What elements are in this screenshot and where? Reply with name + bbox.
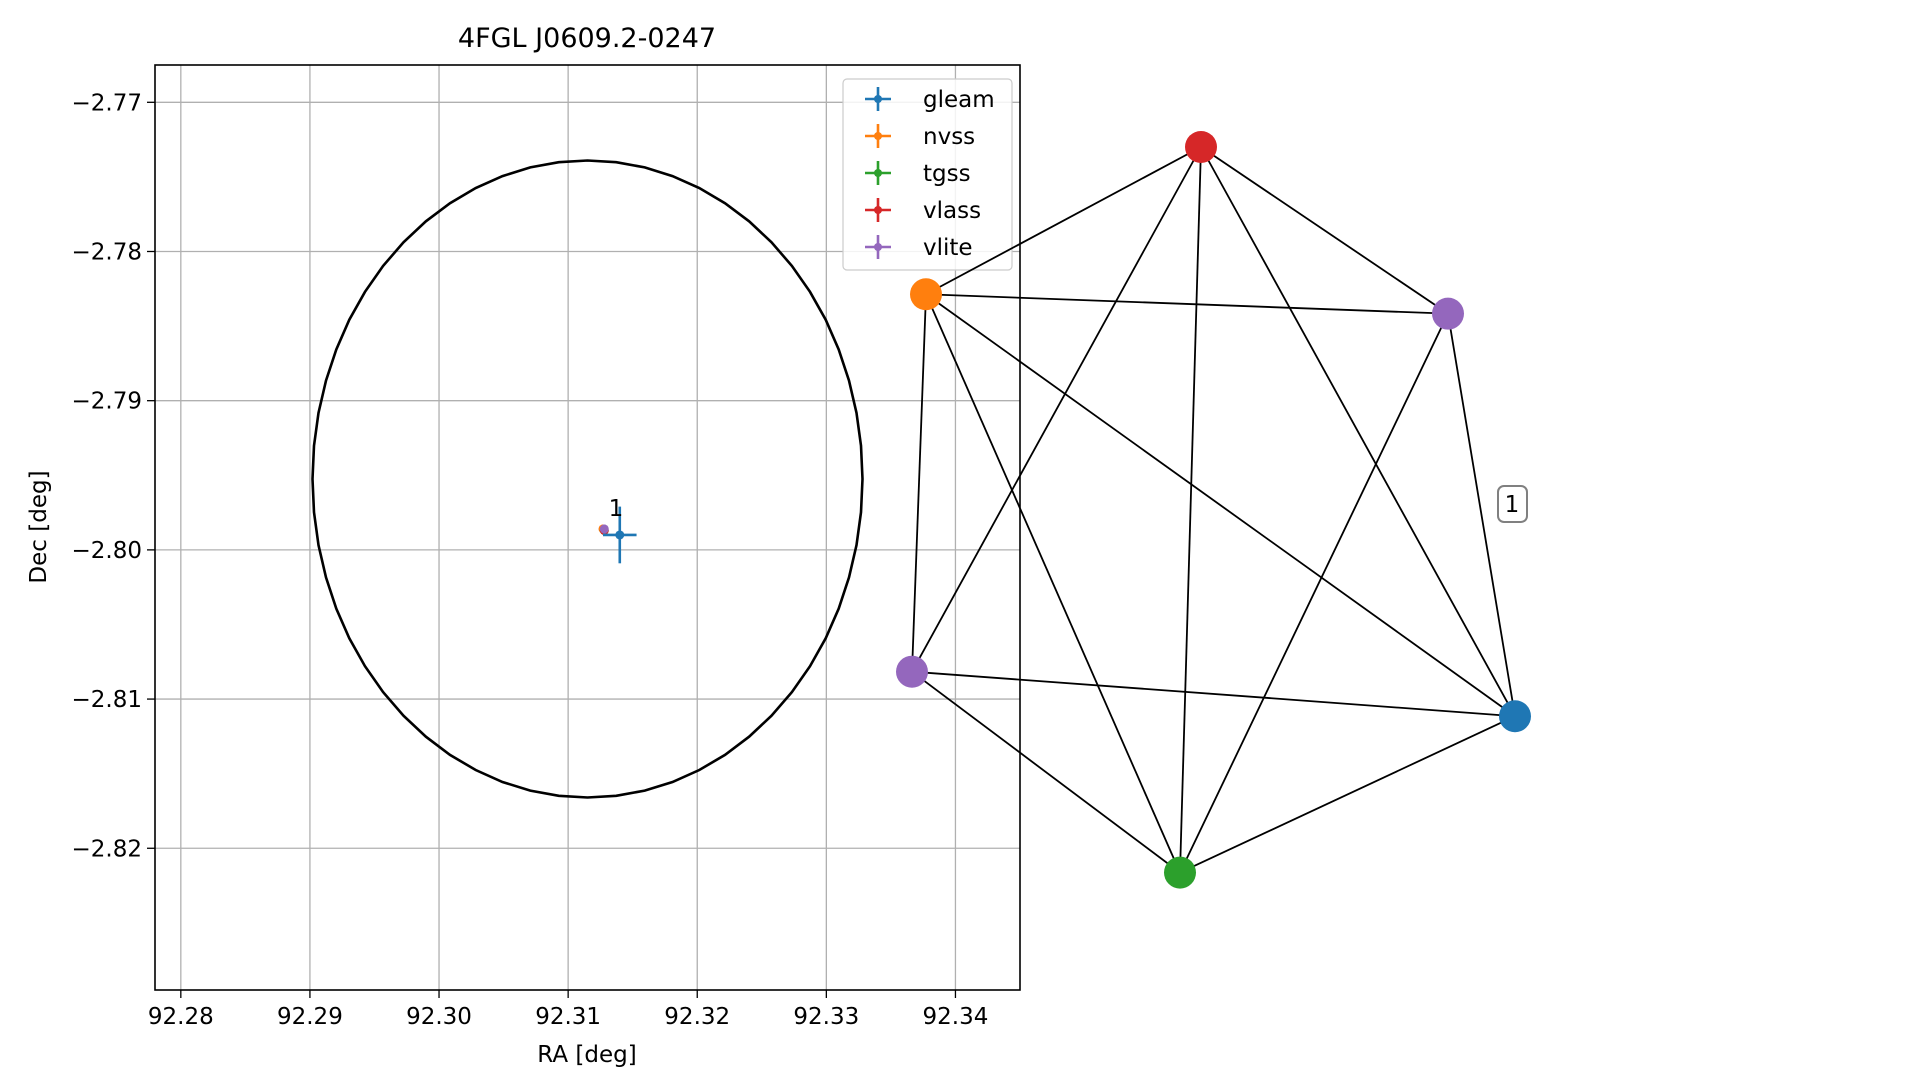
edge-layer <box>911 146 1516 874</box>
network-label-text: 1 <box>1505 492 1520 518</box>
y-tick-label: −2.80 <box>72 538 142 564</box>
network-edge <box>1200 146 1516 717</box>
legend-label: vlass <box>923 198 981 224</box>
network-label: 1 <box>1497 485 1528 523</box>
y-tick-label: −2.82 <box>72 836 142 862</box>
network-node-red <box>1185 131 1217 163</box>
legend-entry-nvss: nvss <box>865 124 975 150</box>
network-edge <box>1179 715 1516 874</box>
network-panel: 1 <box>896 131 1531 889</box>
network-edge <box>911 146 1202 673</box>
legend-label: vlite <box>923 235 973 261</box>
legend-marker <box>874 206 882 214</box>
y-tick-label: −2.77 <box>72 90 142 116</box>
legend-entries: gleam nvss tgss vlass vlite <box>865 87 995 261</box>
x-tick-label: 92.34 <box>923 1004 989 1030</box>
points-layer <box>598 506 637 564</box>
network-node-orange <box>910 278 942 311</box>
network-edge <box>1200 146 1449 315</box>
x-tick-label: 92.28 <box>148 1004 214 1030</box>
scatter-panel: 4FGL J0609.2-0247 1 92.28 92.29 92.30 92.31… <box>26 23 1021 1068</box>
chart-title: 4FGL J0609.2-0247 <box>458 23 716 54</box>
legend-label: tgss <box>923 161 971 187</box>
network-label-box <box>1497 485 1528 523</box>
legend-label: gleam <box>923 87 995 113</box>
error-ellipse-layer <box>311 159 864 799</box>
legend-entry-vlite: vlite <box>865 235 973 261</box>
y-tick-label: −2.79 <box>72 389 142 415</box>
network-edge <box>925 293 1449 315</box>
x-tick-label: 92.30 <box>406 1004 472 1030</box>
x-tick-layer: 92.28 92.29 92.30 92.31 92.32 92.33 92.34 <box>148 990 988 1030</box>
legend-entry-tgss: tgss <box>865 161 971 187</box>
legend: gleam nvss tgss vlass vlite <box>842 78 1013 271</box>
legend-label: nvss <box>923 124 975 150</box>
network-node-purple_left <box>896 655 928 688</box>
legend-entry-gleam: gleam <box>865 87 995 113</box>
network-edge <box>911 670 1516 718</box>
network-edge <box>1447 313 1516 717</box>
marker <box>599 524 609 534</box>
network-edge <box>925 293 1181 873</box>
network-edge <box>925 293 1516 717</box>
y-tick-label: −2.81 <box>72 687 142 713</box>
axes-frame <box>154 64 1021 991</box>
x-tick-label: 92.32 <box>664 1004 730 1030</box>
legend-marker <box>874 95 882 103</box>
network-node-green <box>1164 856 1196 889</box>
annotation-layer: 1 <box>609 496 624 522</box>
point-gleam <box>602 506 637 564</box>
legend-marker <box>874 169 882 177</box>
y-tick-layer: −2.77 −2.78 −2.79 −2.80 −2.81 −2.82 <box>72 90 155 862</box>
network-node-purple_right <box>1432 297 1464 330</box>
error-ellipse <box>311 159 864 799</box>
network-edge <box>1179 146 1202 873</box>
legend-marker <box>874 243 882 251</box>
marker <box>615 530 625 540</box>
point-annotation: 1 <box>609 496 624 522</box>
legend-entry-vlass: vlass <box>865 198 981 224</box>
network-edge <box>925 146 1202 296</box>
grid-layer <box>155 65 1020 990</box>
x-tick-label: 92.29 <box>277 1004 343 1030</box>
y-axis-label: Dec [deg] <box>26 470 52 583</box>
x-axis-label: RA [deg] <box>537 1042 636 1068</box>
x-tick-label: 92.31 <box>535 1004 601 1030</box>
network-edge <box>1179 313 1449 874</box>
y-tick-label: −2.78 <box>72 239 142 265</box>
network-edge <box>911 294 927 672</box>
legend-box <box>842 78 1013 271</box>
network-edge <box>911 670 1181 874</box>
legend-marker <box>874 132 882 140</box>
x-tick-label: 92.33 <box>793 1004 859 1030</box>
point-vlite <box>599 524 609 534</box>
node-layer <box>896 131 1531 889</box>
network-node-blue <box>1499 700 1531 733</box>
